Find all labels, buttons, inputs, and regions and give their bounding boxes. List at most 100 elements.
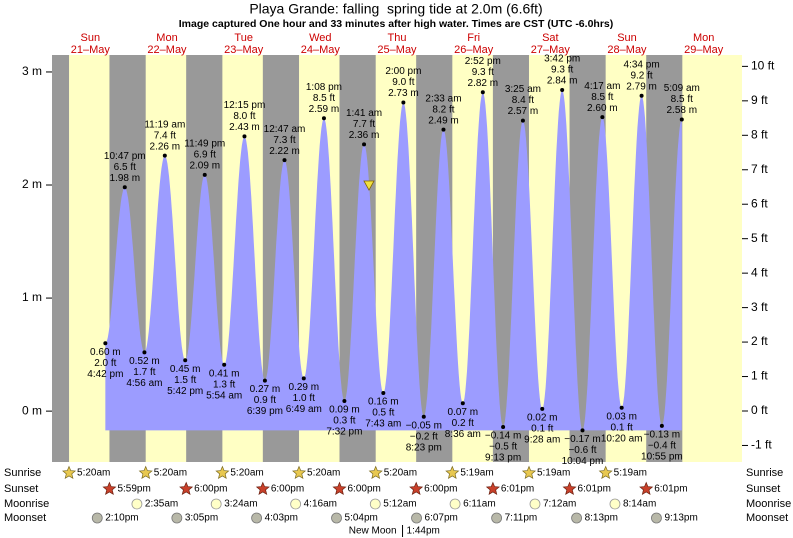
extreme-label: 2.59 m [309,104,340,115]
tide-extreme [362,142,367,147]
extreme-label: 0.07 m [448,407,479,418]
extreme-label: 1:41 am [346,108,382,119]
sunset-icon [409,481,424,496]
moonset-icon [651,512,662,524]
day-date: 27–May [531,44,571,56]
row-time: 5:20am [384,468,417,479]
tide-area [105,90,682,431]
extreme-label: 12:15 pm [224,100,266,111]
moonrise-icon [449,498,461,510]
extreme-label: 0.60 m [90,347,121,358]
y2-tick-label: 9 ft [751,93,768,107]
extreme-label: 2.82 m [468,78,499,89]
moonrise-icon [609,498,621,510]
row-time: 6:00pm [194,484,227,495]
row-time: 5:19am [460,468,493,479]
row-time: 6:11am [463,499,496,510]
extreme-label: 0.1 ft [611,422,633,433]
extreme-label: 12:47 am [264,124,306,135]
day-weekday: Mon [693,32,714,44]
extreme-label: 8.4 ft [512,95,534,106]
extreme-label: 9.2 ft [630,70,652,81]
extreme-label: 2.09 m [189,160,220,171]
tide-extreme [580,428,585,433]
day-date: 22–May [147,44,187,56]
day-weekday: Fri [467,32,480,44]
daylight-band [69,55,110,462]
extreme-label: 2.84 m [547,76,578,87]
extreme-label: 2.49 m [428,115,459,126]
tide-extreme [381,391,386,396]
tide-extreme [679,117,684,122]
extreme-label: −0.4 ft [648,440,676,451]
sunrise-icon [368,465,383,480]
y2-tick-label: 7 ft [751,162,768,176]
extreme-label: 11:19 am [144,119,185,130]
y2-tick-label: 2 ft [751,334,768,348]
extreme-label: −0.13 m [644,429,680,440]
extreme-label: 3:42 pm [544,54,580,65]
day-weekday: Wed [309,32,331,44]
y2-tick-label: 6 ft [751,196,768,210]
extreme-label: 3:25 am [505,84,541,95]
tide-extreme [460,401,465,406]
extreme-label: 9.3 ft [472,67,494,78]
extreme-label: 2.73 m [388,88,419,99]
extreme-label: 0.02 m [527,413,558,424]
extreme-label: 2:33 am [425,93,461,104]
extreme-label: 1.5 ft [174,375,196,386]
tide-extreme [301,376,306,381]
extreme-label: 0.29 m [288,382,319,393]
extreme-label: 0.27 m [250,384,281,395]
day-date: 28–May [607,44,647,56]
row-time: 9:13pm [664,513,697,524]
row-time: 6:01pm [501,484,534,495]
extreme-label: 7.4 ft [154,130,176,141]
extreme-label: 10:20 am [601,433,643,444]
extreme-label: 2.60 m [587,103,618,114]
extreme-label: 4:34 pm [624,59,660,70]
extreme-label: −0.14 m [485,431,521,442]
tide-extreme [600,115,605,120]
y-tick-label: 1 m [22,290,42,304]
extreme-label: 4:17 am [584,81,620,92]
tide-extreme [342,398,347,403]
y2-tick-label: 4 ft [751,265,768,279]
day-weekday: Sun [617,32,637,44]
extreme-label: 4:42 pm [87,369,123,380]
chart-subtitle: Image captured One hour and 33 minutes a… [179,18,614,30]
extreme-label: 10:55 pm [641,451,683,462]
day-weekday: Sat [542,32,559,44]
day-date: 26–May [454,44,494,56]
row-time: 5:12am [383,499,416,510]
extreme-label: 1.0 ft [293,393,315,404]
sunrise-icon [215,465,230,480]
row-time: 2:35am [145,499,178,510]
extreme-label: 0.03 m [606,411,637,422]
extreme-label: 0.9 ft [254,395,276,406]
row-time: 7:11pm [505,513,538,524]
extreme-label: 7.3 ft [273,135,295,146]
chart-title: Playa Grande: falling spring tide at 2.0… [249,1,542,17]
extreme-label: 2.26 m [150,141,181,152]
extreme-label: 0.09 m [329,405,360,416]
extreme-label: 0.41 m [209,368,240,379]
extreme-label: 0.5 ft [372,408,394,419]
extreme-label: 4:56 am [126,378,162,389]
row-time: 2:10pm [105,513,138,524]
sunset-icon [485,481,500,496]
sunrise-icon [521,465,537,480]
tide-extreme [222,362,227,367]
row-time: 4:03pm [265,513,298,524]
row-time: 5:19am [614,468,647,479]
row-time: 5:19am [537,468,570,479]
tide-extreme [103,341,108,346]
tide-extreme [560,88,565,93]
sunrise-icon [62,465,77,480]
row-label: Moonset [4,512,46,524]
y2-tick-label: -1 ft [751,438,772,452]
moonrise-icon [290,498,302,510]
extreme-label: 5:54 am [206,390,242,401]
extreme-label: 11:49 pm [184,138,225,149]
row-time: 6:00pm [348,484,381,495]
